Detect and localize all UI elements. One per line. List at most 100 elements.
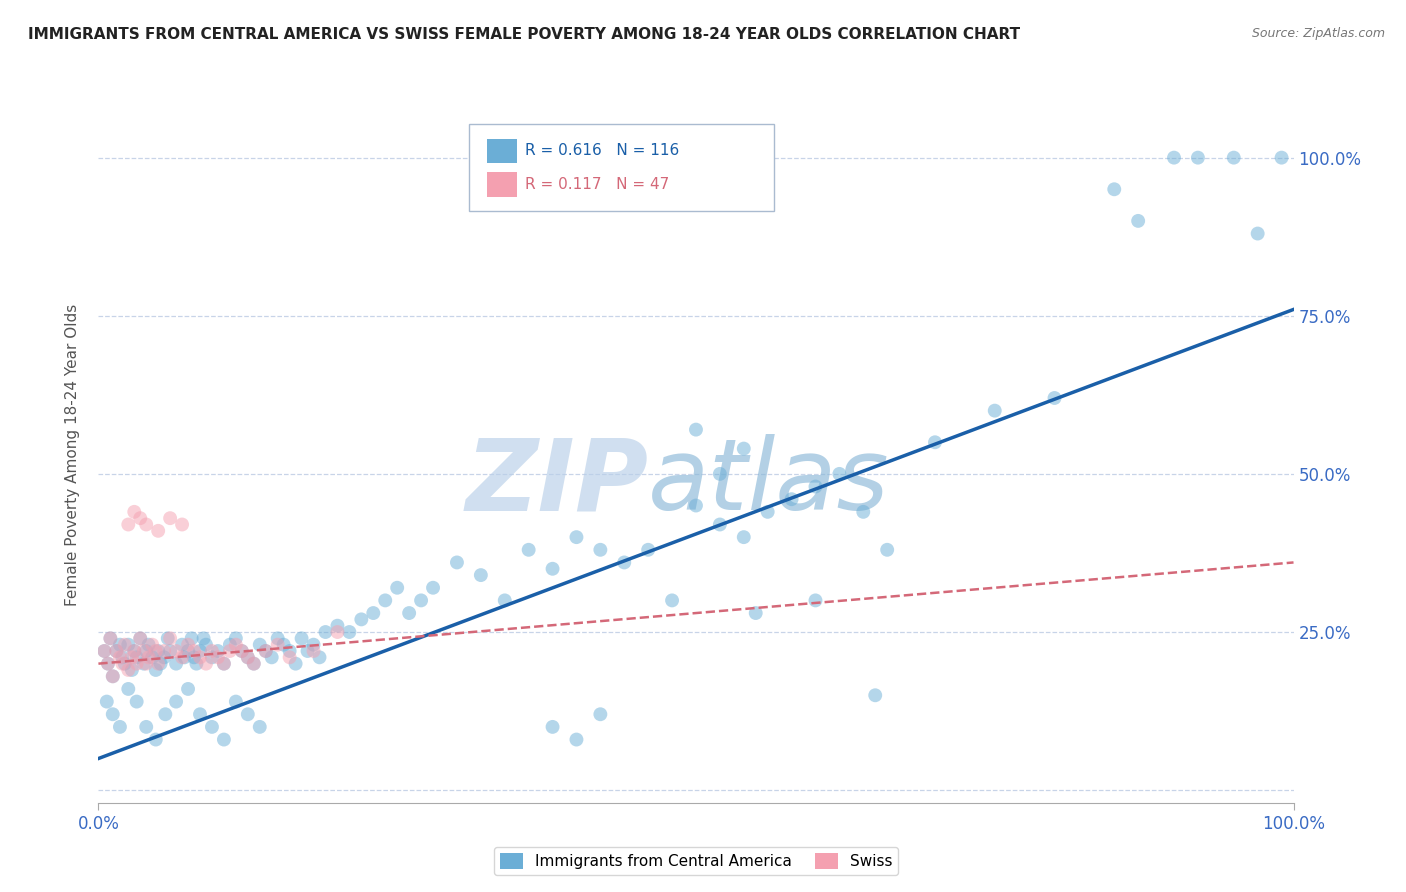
Point xyxy=(108,638,131,652)
Point xyxy=(249,638,271,652)
Point xyxy=(108,650,131,665)
Point xyxy=(249,720,271,734)
Point xyxy=(267,632,290,646)
Point xyxy=(193,632,215,646)
Point xyxy=(212,657,235,671)
Point xyxy=(159,511,181,525)
Point xyxy=(188,650,211,665)
Point xyxy=(159,644,181,658)
Point xyxy=(278,650,301,665)
Point xyxy=(212,657,235,671)
Point xyxy=(231,644,253,658)
Point xyxy=(105,644,128,658)
Point xyxy=(156,632,179,646)
Point xyxy=(121,663,143,677)
Point xyxy=(254,644,277,658)
Point xyxy=(172,638,194,652)
Point xyxy=(124,505,146,519)
Point xyxy=(1043,391,1066,405)
Point xyxy=(302,644,325,658)
Point xyxy=(236,707,259,722)
Bar xyxy=(486,172,517,197)
Point xyxy=(589,542,612,557)
Point xyxy=(172,650,194,665)
Text: atlas: atlas xyxy=(648,434,890,532)
Point xyxy=(565,732,588,747)
Point xyxy=(207,650,229,665)
Point xyxy=(219,638,242,652)
Point xyxy=(326,618,349,632)
Point xyxy=(236,650,259,665)
Point xyxy=(308,650,330,665)
Point xyxy=(177,638,200,652)
Text: R = 0.117   N = 47: R = 0.117 N = 47 xyxy=(524,177,669,192)
Point xyxy=(114,638,136,652)
Point xyxy=(260,650,283,665)
Point xyxy=(195,657,218,671)
Point xyxy=(138,650,160,665)
Point xyxy=(101,669,124,683)
Point xyxy=(1128,214,1150,228)
Point xyxy=(149,657,172,671)
Point xyxy=(446,556,468,570)
Point xyxy=(924,435,946,450)
Point xyxy=(125,650,148,665)
Legend: Immigrants from Central America, Swiss: Immigrants from Central America, Swiss xyxy=(494,847,898,875)
Point xyxy=(284,657,307,671)
Point xyxy=(1247,227,1270,241)
Point xyxy=(183,644,205,658)
Point xyxy=(363,606,385,620)
Point xyxy=(219,644,242,658)
Point xyxy=(756,505,779,519)
Point xyxy=(145,732,167,747)
Point xyxy=(135,517,157,532)
Point xyxy=(589,707,612,722)
Point xyxy=(804,479,827,493)
Point xyxy=(865,688,887,702)
Point xyxy=(124,644,146,658)
Point xyxy=(132,644,155,658)
Point xyxy=(148,524,170,538)
Point xyxy=(302,638,325,652)
Point xyxy=(165,695,187,709)
Point xyxy=(141,650,163,665)
Point xyxy=(105,644,128,658)
Point xyxy=(135,720,157,734)
Point xyxy=(541,562,564,576)
Point xyxy=(804,593,827,607)
Point xyxy=(117,517,139,532)
Point xyxy=(101,669,124,683)
Point xyxy=(135,657,157,671)
Point xyxy=(93,644,115,658)
Point xyxy=(254,644,277,658)
Point xyxy=(98,632,122,646)
Point xyxy=(339,625,361,640)
Point xyxy=(984,403,1007,417)
Point xyxy=(273,638,295,652)
Point xyxy=(326,625,349,640)
Point xyxy=(117,681,139,696)
Point xyxy=(135,644,157,658)
Point xyxy=(411,593,433,607)
Point xyxy=(159,632,181,646)
Point xyxy=(177,681,200,696)
Text: R = 0.616   N = 116: R = 0.616 N = 116 xyxy=(524,144,679,159)
Point xyxy=(125,657,148,671)
Point xyxy=(745,606,768,620)
Point xyxy=(637,542,659,557)
Point xyxy=(613,556,636,570)
Point xyxy=(165,657,187,671)
Point xyxy=(172,517,194,532)
Point xyxy=(121,650,143,665)
Point xyxy=(111,650,134,665)
Point xyxy=(780,492,803,507)
Point xyxy=(117,663,139,677)
Point xyxy=(297,644,319,658)
Point xyxy=(98,632,122,646)
Point xyxy=(291,632,314,646)
Point xyxy=(180,632,202,646)
Point xyxy=(565,530,588,544)
Point xyxy=(183,650,205,665)
Point xyxy=(117,638,139,652)
Point xyxy=(225,632,247,646)
